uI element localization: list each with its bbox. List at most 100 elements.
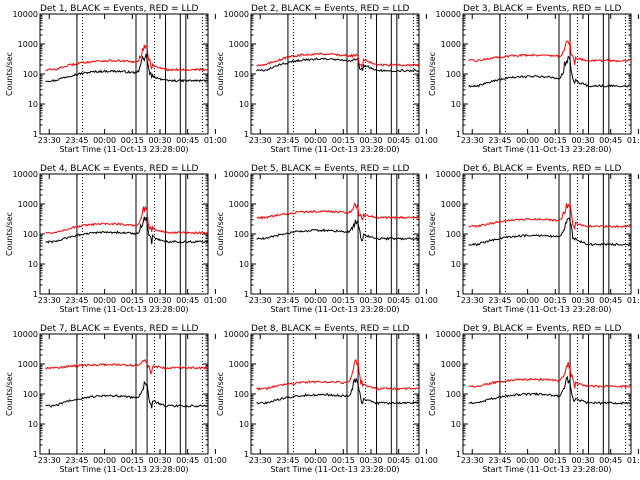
y-tick-label: 10 xyxy=(239,420,249,429)
y-tick-label: 100 xyxy=(23,390,38,399)
x-tick-label: 00:15 xyxy=(121,456,144,465)
x-tick-label: 00:45 xyxy=(387,296,410,305)
x-tick-label: 00:15 xyxy=(121,296,144,305)
panel-title: Det 6, BLACK = Events, RED = LLD xyxy=(463,164,622,174)
y-tick-label: 100 xyxy=(446,230,461,239)
x-tick-label: 00:30 xyxy=(148,136,171,145)
y-tick-label: 1 xyxy=(456,450,461,459)
y-tick-label: 1 xyxy=(244,130,249,139)
x-tick-label: 00:15 xyxy=(121,136,144,145)
y-axis-label: Counts/sec xyxy=(428,52,437,96)
events-series-line xyxy=(468,55,631,88)
y-tick-label: 10000 xyxy=(13,170,38,179)
x-tick-label: 23:45 xyxy=(276,296,299,305)
y-tick-label: 10000 xyxy=(13,330,38,339)
x-axis-label: Start Time (11-Oct-13 23:28:00) xyxy=(59,465,188,474)
x-tick-label: 23:30 xyxy=(249,136,272,145)
x-tick-label: 23:45 xyxy=(276,456,299,465)
x-tick-label: 23:45 xyxy=(65,296,88,305)
x-tick-label: 00:00 xyxy=(304,136,327,145)
panel-title: Det 5, BLACK = Events, RED = LLD xyxy=(251,164,410,174)
x-tick-label: 00:45 xyxy=(387,136,410,145)
y-tick-label: 1 xyxy=(456,290,461,299)
x-tick-label: 23:45 xyxy=(488,296,511,305)
y-tick-label: 1000 xyxy=(229,40,249,49)
x-tick-label: 23:45 xyxy=(488,136,511,145)
y-tick-label: 10000 xyxy=(13,10,38,19)
y-tick-label: 1000 xyxy=(18,200,38,209)
panel-det-6: Det 6, BLACK = Events, RED = LLD 1 10 100 10… xyxy=(428,164,640,314)
y-axis-label: Counts/sec xyxy=(216,212,225,256)
panel-title: Det 9, BLACK = Events, RED = LLD xyxy=(463,324,622,334)
x-tick-label: 00:45 xyxy=(387,456,410,465)
y-tick-label: 100 xyxy=(446,390,461,399)
x-axis-label: Start Time (11-Oct-13 23:28:00) xyxy=(270,305,399,314)
panel-title: Det 1, BLACK = Events, RED = LLD xyxy=(40,4,199,14)
x-tick-label: 00:00 xyxy=(93,296,116,305)
x-tick-label: 00:30 xyxy=(148,456,171,465)
x-axis-label: Start Time (11-Oct-13 23:28:00) xyxy=(59,305,188,314)
y-axis-label: Counts/sec xyxy=(428,372,437,416)
panel-det-7: Det 7, BLACK = Events, RED = LLD 1 10 100 10… xyxy=(5,324,227,474)
x-tick-label: 01:00 xyxy=(627,136,640,145)
x-tick-label: 23:45 xyxy=(276,136,299,145)
y-tick-label: 1 xyxy=(244,450,249,459)
x-tick-label: 00:00 xyxy=(93,136,116,145)
events-series-line xyxy=(468,375,631,406)
events-series-line xyxy=(256,57,419,73)
y-axis-label: Counts/sec xyxy=(428,212,437,256)
plot-frame xyxy=(39,13,209,135)
x-tick-label: 00:00 xyxy=(516,296,539,305)
y-tick-label: 100 xyxy=(23,70,38,79)
x-tick-label: 01:00 xyxy=(204,136,227,145)
x-tick-label: 01:00 xyxy=(415,296,438,305)
x-tick-label: 00:30 xyxy=(571,296,594,305)
x-tick-label: 01:00 xyxy=(204,296,227,305)
x-tick-label: 00:30 xyxy=(359,296,382,305)
x-tick-label: 00:00 xyxy=(516,456,539,465)
x-tick-label: 00:45 xyxy=(599,456,622,465)
x-tick-label: 23:30 xyxy=(38,136,61,145)
y-axis-label: Counts/sec xyxy=(5,52,14,96)
y-axis-label: Counts/sec xyxy=(216,52,225,96)
y-tick-label: 10 xyxy=(28,420,38,429)
plot-frame xyxy=(250,173,420,295)
y-tick-label: 10 xyxy=(451,100,461,109)
y-tick-label: 10000 xyxy=(224,10,249,19)
panel-title: Det 7, BLACK = Events, RED = LLD xyxy=(40,324,199,334)
x-axis-label: Start Time (11-Oct-13 23:28:00) xyxy=(482,145,611,154)
events-series-line xyxy=(256,378,419,406)
events-series-line xyxy=(256,219,419,242)
lld-series-line xyxy=(45,358,208,376)
lld-series-line xyxy=(256,203,419,221)
x-tick-label: 00:45 xyxy=(599,136,622,145)
y-tick-label: 1000 xyxy=(18,40,38,49)
y-tick-label: 1000 xyxy=(229,360,249,369)
x-axis-label: Start Time (11-Oct-13 23:28:00) xyxy=(482,465,611,474)
y-tick-label: 10 xyxy=(451,420,461,429)
panel-det-9: Det 9, BLACK = Events, RED = LLD 1 10 100 10… xyxy=(428,324,640,474)
y-tick-label: 1000 xyxy=(441,360,461,369)
plot-frame xyxy=(462,333,632,455)
x-tick-label: 00:15 xyxy=(332,456,355,465)
y-tick-label: 10 xyxy=(239,260,249,269)
x-tick-label: 01:00 xyxy=(627,296,640,305)
events-series-line xyxy=(45,380,208,409)
y-tick-label: 1000 xyxy=(441,200,461,209)
x-tick-label: 00:00 xyxy=(304,456,327,465)
x-axis-label: Start Time (11-Oct-13 23:28:00) xyxy=(270,145,399,154)
x-tick-label: 00:45 xyxy=(176,136,199,145)
y-tick-label: 10000 xyxy=(224,170,249,179)
y-tick-label: 10000 xyxy=(436,170,461,179)
x-tick-label: 00:30 xyxy=(148,296,171,305)
lld-series-line xyxy=(256,359,419,391)
x-tick-label: 23:45 xyxy=(65,136,88,145)
y-tick-label: 10 xyxy=(28,260,38,269)
x-tick-label: 00:45 xyxy=(599,296,622,305)
y-tick-label: 10000 xyxy=(224,330,249,339)
x-tick-label: 00:15 xyxy=(544,296,567,305)
x-tick-label: 00:15 xyxy=(332,296,355,305)
y-tick-label: 1 xyxy=(456,130,461,139)
x-tick-label: 00:00 xyxy=(516,136,539,145)
lld-series-line xyxy=(468,40,631,66)
